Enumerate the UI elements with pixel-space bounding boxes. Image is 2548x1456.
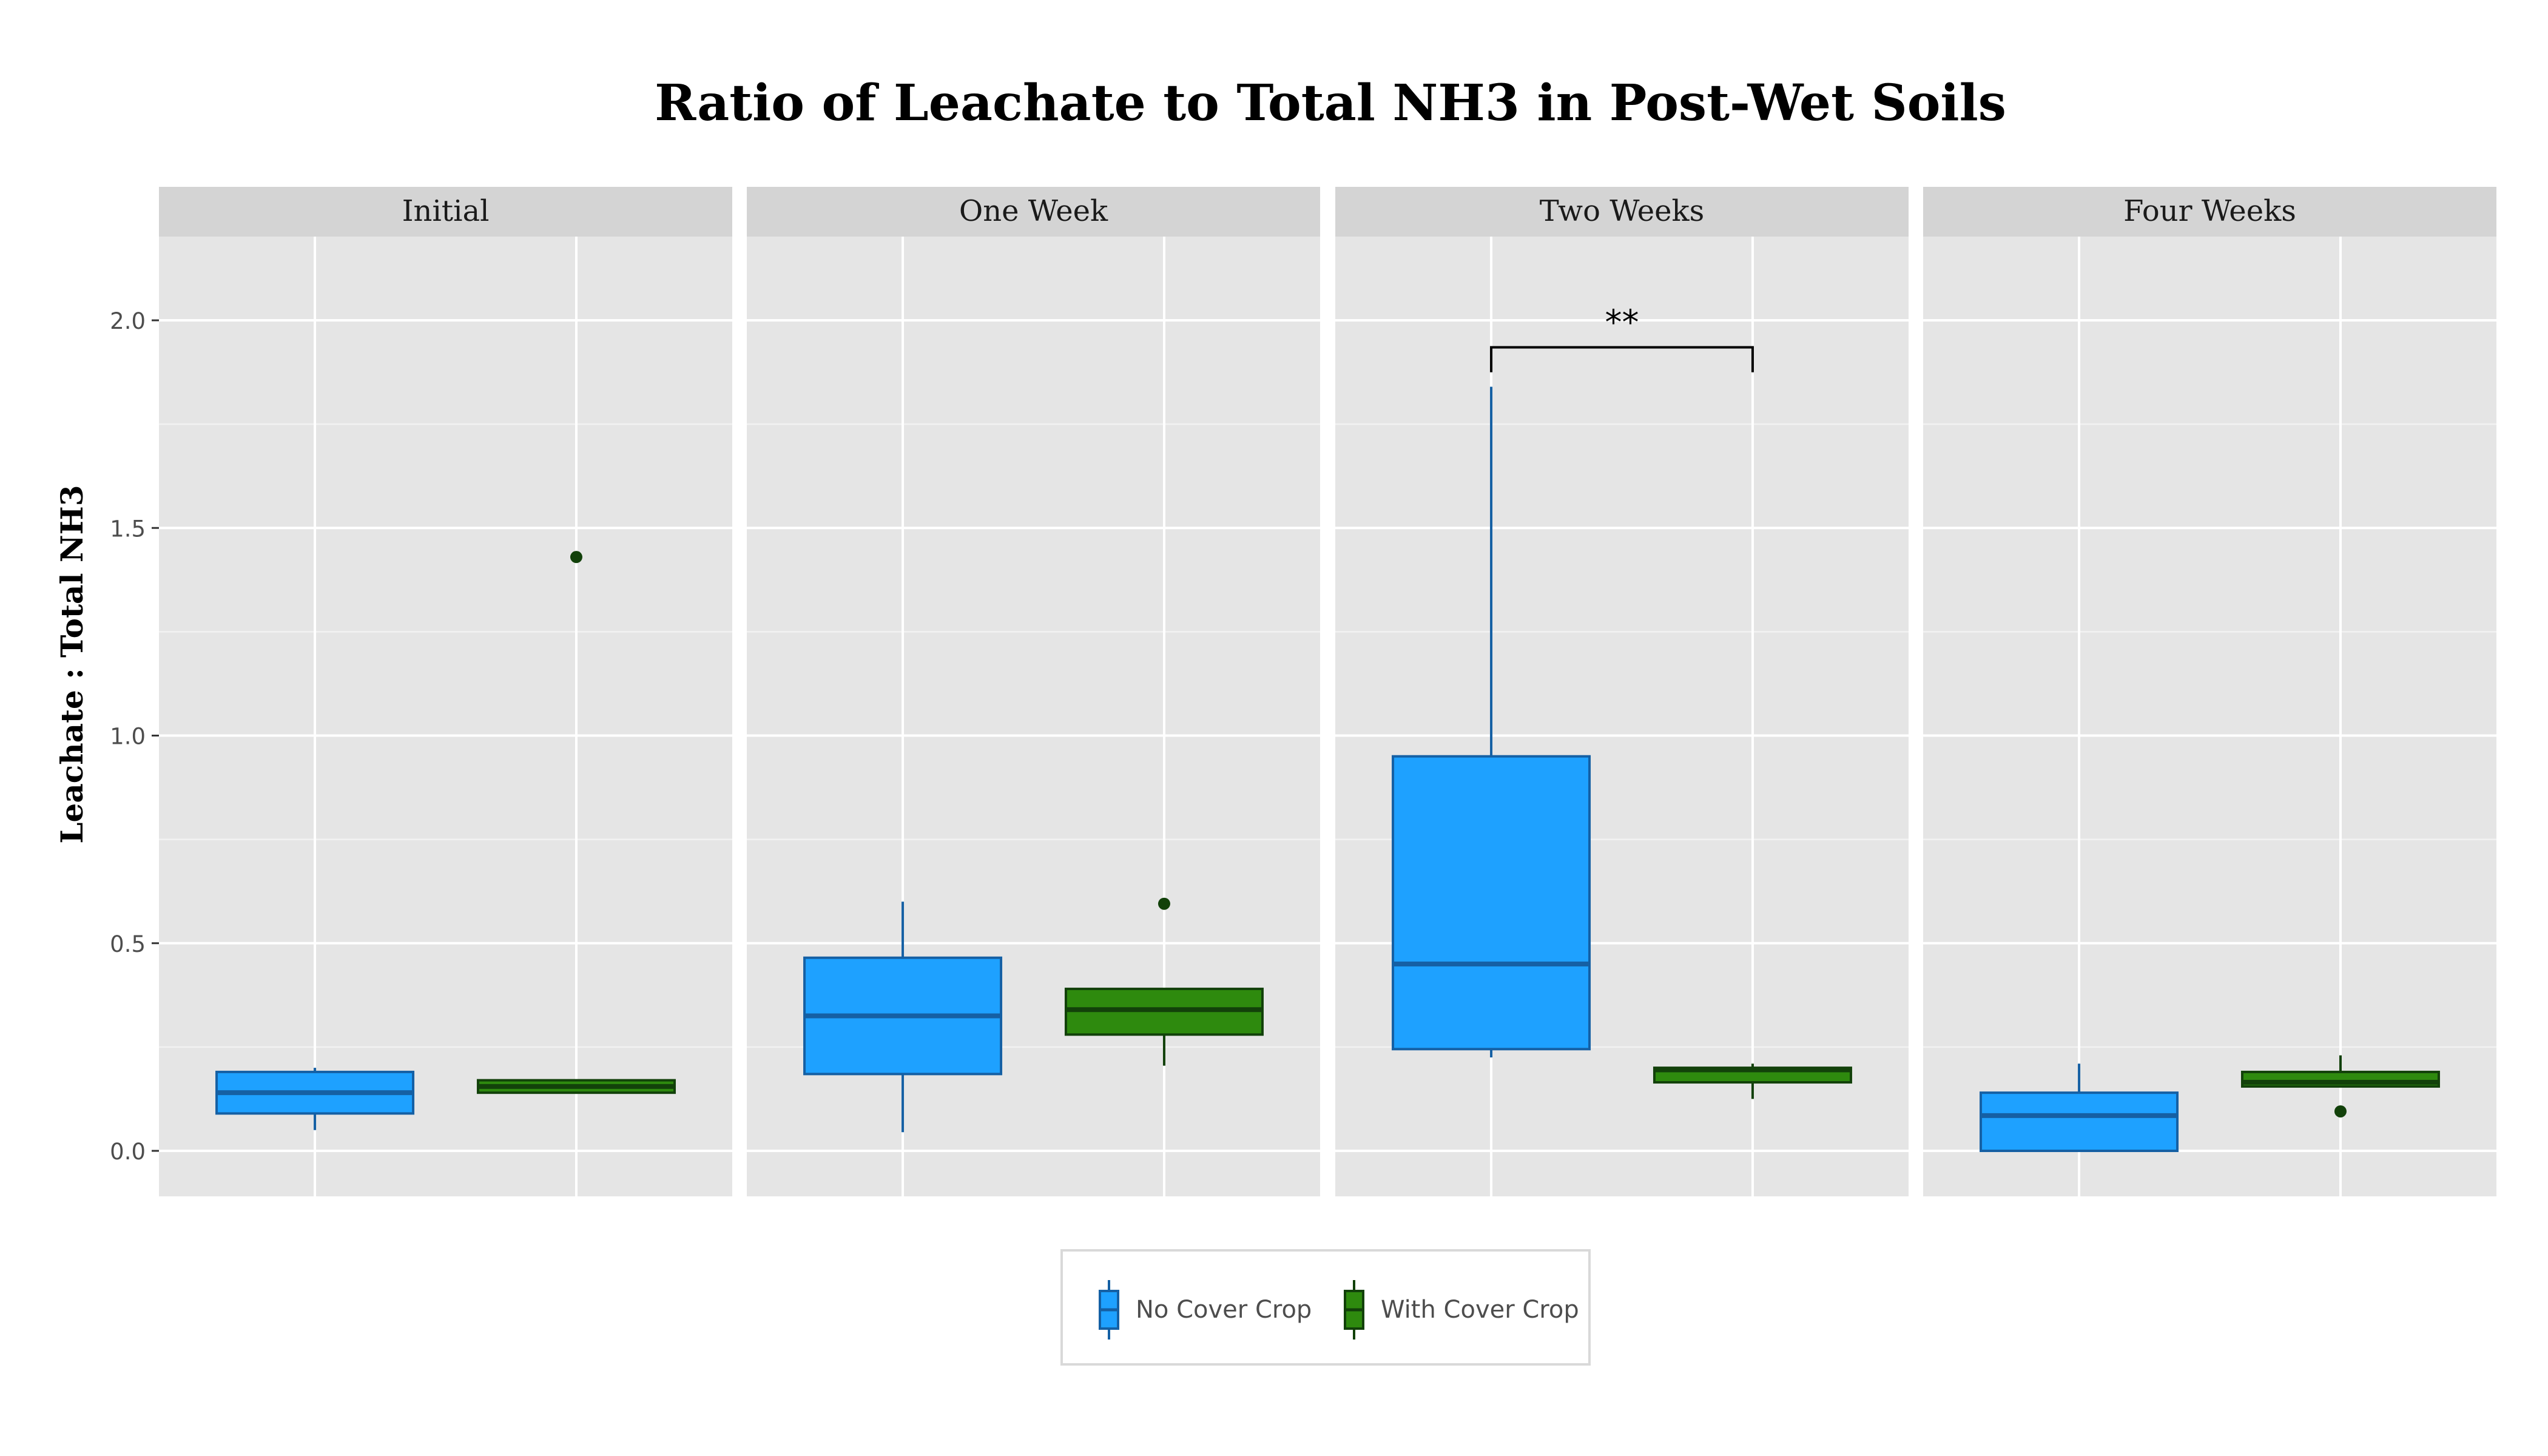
legend-box <box>1060 1249 1591 1366</box>
panel-background <box>1335 237 1909 1196</box>
y-tick-label: 1.0 <box>110 724 146 750</box>
outlier-point <box>1158 897 1170 910</box>
significance-label: ** <box>1605 303 1639 342</box>
y-axis-label: Leachate : Total NH3 <box>54 485 90 843</box>
box-no_cover <box>1980 1063 2179 1153</box>
legend: No Cover Crop With Cover Crop <box>1060 1249 1591 1366</box>
facet-strip-label: Initial <box>402 194 490 228</box>
legend-key-no_cover <box>1099 1280 1119 1340</box>
facet-strip-label: Four Weeks <box>2123 194 2296 228</box>
facet-strip <box>1335 187 1909 237</box>
facet-strip-label: One Week <box>959 194 1108 228</box>
y-tick-label: 0.0 <box>110 1139 146 1165</box>
box-no_cover <box>803 902 1003 1133</box>
facet-strip <box>1923 187 2496 237</box>
box-with_cover <box>1064 897 1264 1066</box>
box-no_cover <box>1392 386 1591 1057</box>
box-no_cover <box>215 1068 415 1130</box>
plot-layer: 0.0 0.5 1.0 1.5 2.0 Initial One Week Two Weeks *… <box>110 187 2496 1196</box>
box-with_cover <box>1653 1063 1852 1099</box>
outlier-point <box>570 551 582 564</box>
legend-label: With Cover Crop <box>1381 1296 1579 1324</box>
facet-strip-label: Two Weeks <box>1540 194 1705 228</box>
outlier-point <box>2334 1105 2347 1117</box>
legend-key-with_cover <box>1344 1280 1364 1340</box>
y-tick-label: 2.0 <box>110 308 146 334</box>
facet-strip <box>747 187 1320 237</box>
legend-label: No Cover Crop <box>1136 1296 1312 1324</box>
box-iqr <box>1980 1091 2179 1153</box>
panel-background <box>1923 237 2496 1196</box>
y-tick-label: 1.5 <box>110 516 146 542</box>
facet-strip <box>159 187 732 237</box>
box-with_cover <box>2240 1055 2440 1117</box>
y-tick-label: 0.5 <box>110 931 146 957</box>
chart-title: Ratio of Leachate to Total NH3 in Post-W… <box>655 74 2006 132</box>
significance-bracket <box>1490 346 1754 372</box>
box-iqr <box>1392 755 1591 1051</box>
box-with_cover <box>476 551 676 1094</box>
panel-background <box>159 237 732 1196</box>
